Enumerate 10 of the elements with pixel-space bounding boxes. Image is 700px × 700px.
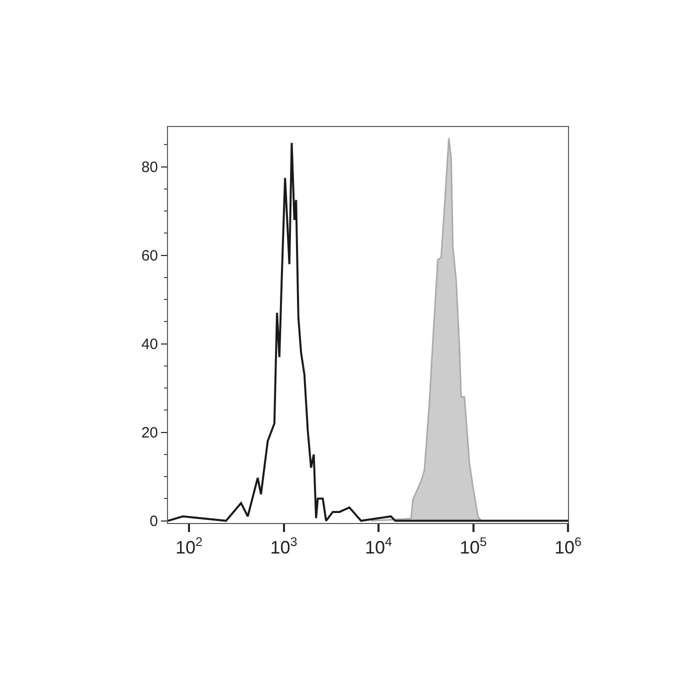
- x-tick-label: 10$^{4}$: [364, 535, 392, 558]
- x-tick-label: 10$^{5}$: [460, 535, 487, 558]
- y-tick-label: 80: [141, 159, 158, 176]
- x-tick-label: 10$^{2}$: [175, 535, 203, 558]
- y-tick-label: 20: [141, 424, 158, 442]
- y-tick-label: 60: [141, 248, 158, 265]
- y-tick-label: 40: [141, 336, 158, 354]
- y-tick-label: 0: [150, 513, 158, 530]
- x-tick-label: 10$^{6}$: [554, 535, 582, 558]
- x-tick-label: 10$^{3}$: [270, 535, 298, 558]
